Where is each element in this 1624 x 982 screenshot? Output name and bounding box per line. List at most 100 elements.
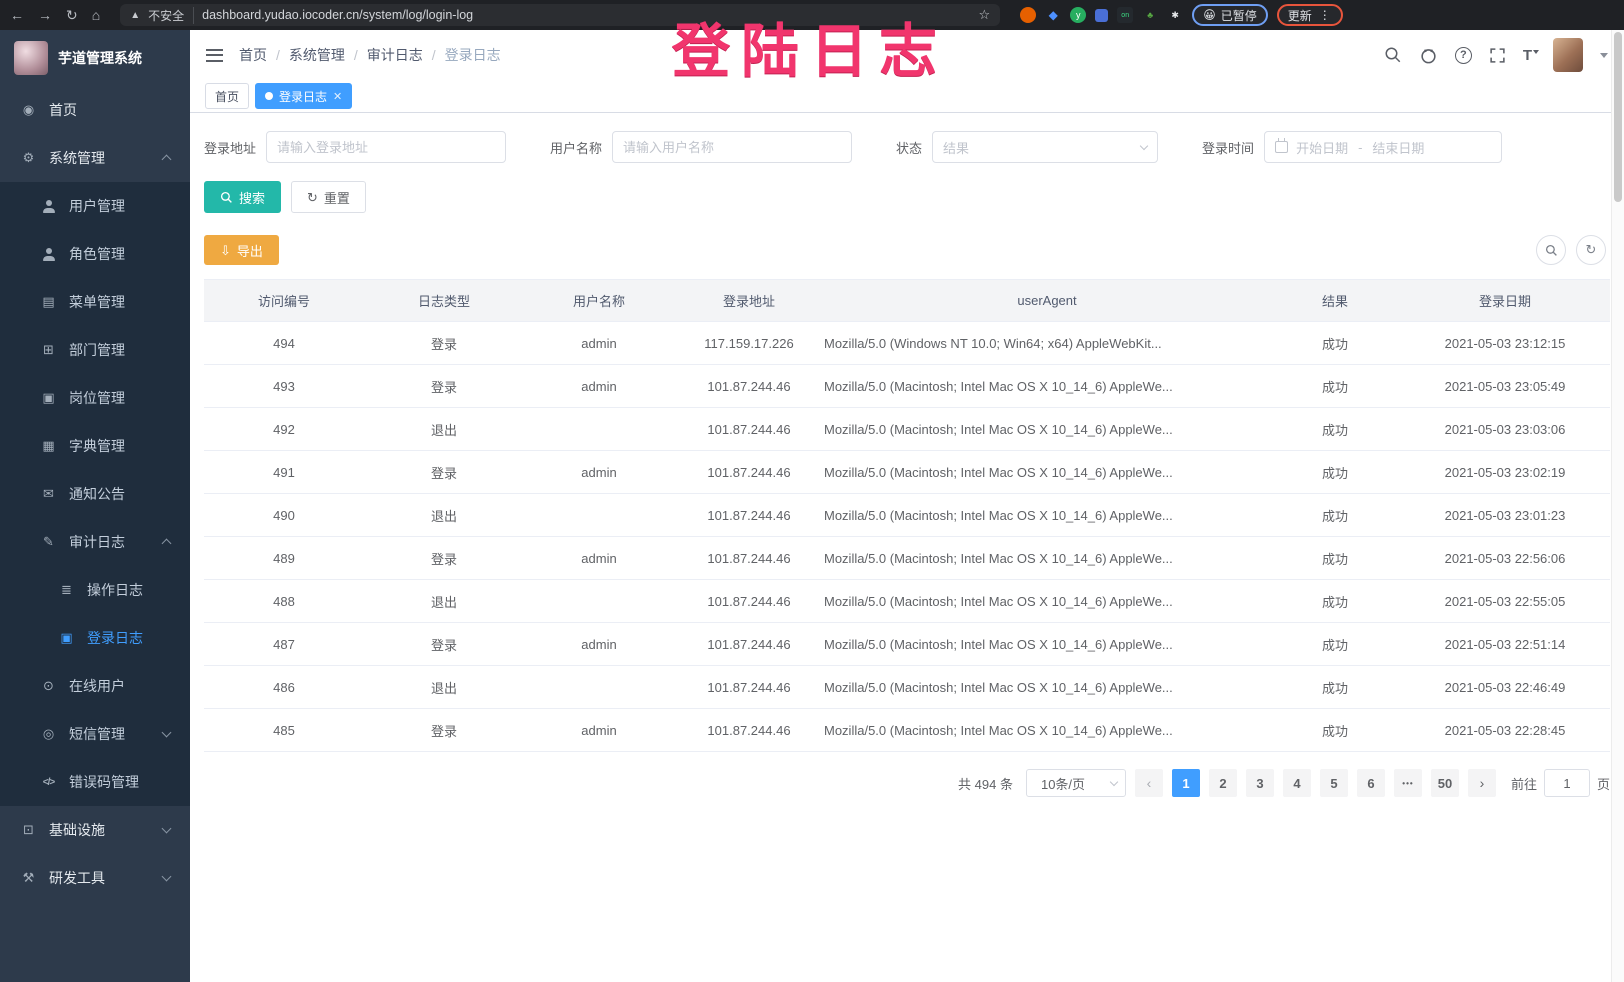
sidebar-item-audit-log[interactable]: ✎ 审计日志 [0, 518, 190, 566]
username-input[interactable] [623, 139, 842, 155]
sidebar-item-users[interactable]: 用户管理 [0, 182, 190, 230]
toggle-search-icon[interactable] [1536, 235, 1566, 265]
extension-icon[interactable]: ✱ [1171, 9, 1179, 20]
next-page-button[interactable]: › [1467, 769, 1496, 797]
sidebar-collapse-icon[interactable] [206, 48, 223, 62]
sidebar-item-posts[interactable]: ▣ 岗位管理 [0, 374, 190, 422]
sidebar-item-menus[interactable]: ▤ 菜单管理 [0, 278, 190, 326]
user-avatar[interactable] [1553, 38, 1583, 72]
breadcrumb-item[interactable]: 审计日志 [366, 47, 423, 63]
more-pages-button[interactable]: ••• [1393, 769, 1422, 797]
extension-icon[interactable]: y [1070, 7, 1087, 23]
export-button[interactable]: ⇩ 导出 [204, 235, 279, 265]
sidebar-item-label: 用户管理 [69, 198, 125, 214]
sidebar-item-dict[interactable]: ▦ 字典管理 [0, 422, 190, 470]
sidebar-item-sms[interactable]: ◎ 短信管理 [0, 710, 190, 758]
cell-result: 成功 [1270, 493, 1400, 537]
cell-ip: 101.87.244.46 [674, 536, 824, 580]
browser-menu-icon[interactable]: ⋮ [1318, 8, 1332, 22]
cell-type: 登录 [364, 536, 524, 580]
calendar-icon [1275, 138, 1289, 153]
page-button-3[interactable]: 3 [1245, 769, 1274, 797]
goto-page-input[interactable] [1543, 769, 1590, 797]
status-select[interactable]: 结果 [932, 131, 1159, 163]
field-label: 状态 [896, 140, 923, 156]
browser-update-button[interactable]: 更新 ⋮ [1276, 4, 1343, 26]
browser-scrollbar[interactable] [1611, 30, 1624, 982]
page-button-2[interactable]: 2 [1208, 769, 1237, 797]
page-button-6[interactable]: 6 [1356, 769, 1385, 797]
page-button-1[interactable]: 1 [1171, 769, 1200, 797]
font-size-icon[interactable]: T [1523, 47, 1540, 64]
extension-icon[interactable]: ♣ [1147, 10, 1154, 20]
sidebar-item-roles[interactable]: 角色管理 [0, 230, 190, 278]
tab-home[interactable]: 首页 [205, 83, 250, 109]
search-icon[interactable] [1384, 46, 1402, 64]
extension-icon[interactable] [1095, 8, 1109, 22]
browser-forward-icon[interactable]: → [38, 7, 52, 23]
breadcrumb-item-current: 登录日志 [444, 47, 501, 63]
sidebar-item-label: 操作日志 [87, 582, 143, 598]
sidebar-item-label: 部门管理 [69, 342, 125, 358]
prev-page-button[interactable]: ‹ [1134, 769, 1163, 797]
browser-back-icon[interactable]: ← [10, 7, 24, 23]
cell-id: 493 [204, 364, 364, 408]
sidebar-item-operation-log[interactable]: ≣ 操作日志 [0, 566, 190, 614]
sms-shield-icon: ◎ [42, 726, 55, 741]
cell-ip: 101.87.244.46 [674, 665, 824, 709]
field-label: 登录时间 [1202, 140, 1255, 156]
login-address-input[interactable] [277, 139, 496, 155]
cell-type: 登录 [364, 321, 524, 365]
cell-ip: 117.159.17.226 [674, 321, 824, 365]
profile-paused-badge[interactable]: 😀 已暂停 [1192, 4, 1268, 26]
column-header-id: 访问编号 [204, 279, 364, 322]
tab-login-log[interactable]: 登录日志 ✕ [255, 83, 353, 109]
scrollbar-thumb[interactable] [1614, 32, 1622, 202]
sidebar-item-infrastructure[interactable]: ⊡ 基础设施 [0, 806, 190, 854]
reset-button[interactable]: ↻ 重置 [291, 181, 366, 213]
cell-date: 2021-05-03 22:56:06 [1400, 536, 1610, 580]
sidebar-item-departments[interactable]: ⊞ 部门管理 [0, 326, 190, 374]
app-logo[interactable]: 芋道管理系统 [0, 30, 190, 86]
page-size-value: 10条/页 [1040, 776, 1086, 792]
extension-icon[interactable]: on [1117, 7, 1134, 23]
cell-date: 2021-05-03 22:28:45 [1400, 708, 1610, 752]
search-button[interactable]: 搜索 [204, 181, 282, 213]
breadcrumb-item[interactable]: 首页 [239, 47, 267, 63]
cell-useragent: Mozilla/5.0 (Windows NT 10.0; Win64; x64… [824, 321, 1270, 365]
refresh-table-icon[interactable]: ↻ [1576, 235, 1606, 265]
page-size-select[interactable]: 10条/页 [1025, 769, 1126, 797]
sidebar-item-notice[interactable]: ✉ 通知公告 [0, 470, 190, 518]
sidebar-item-home[interactable]: ◉ 首页 [0, 86, 190, 134]
breadcrumb-item[interactable]: 系统管理 [288, 47, 345, 63]
annotation-overlay-title: 登陆日志 [672, 19, 949, 84]
page-button-4[interactable]: 4 [1282, 769, 1311, 797]
extension-icon[interactable] [1020, 7, 1037, 23]
select-placeholder: 结果 [943, 140, 970, 156]
page-button-last[interactable]: 50 [1430, 769, 1459, 797]
help-icon[interactable]: ? [1454, 46, 1472, 64]
browser-reload-icon[interactable]: ↻ [66, 7, 78, 23]
top-navbar: 首页 / 系统管理 / 审计日志 / 登录日志 ? T [190, 30, 1624, 80]
sidebar-item-error-codes[interactable]: </> 错误码管理 [0, 758, 190, 806]
github-icon[interactable] [1419, 46, 1438, 65]
sidebar-item-dev-tools[interactable]: ⚒ 研发工具 [0, 854, 190, 902]
page-button-5[interactable]: 5 [1319, 769, 1348, 797]
address-bar[interactable]: ▲ 不安全 dashboard.yudao.iocoder.cn/system/… [120, 4, 1001, 26]
sidebar-item-online-users[interactable]: ⊙ 在线用户 [0, 662, 190, 710]
fullscreen-icon[interactable] [1489, 47, 1506, 64]
page-unit-label: 页 [1596, 776, 1610, 792]
bookmark-star-icon[interactable]: ☆ [978, 7, 991, 22]
avatar-caret-icon[interactable] [1600, 52, 1608, 58]
url-text[interactable]: dashboard.yudao.iocoder.cn/system/log/lo… [202, 8, 474, 22]
cell-type: 登录 [364, 450, 524, 494]
close-icon[interactable]: ✕ [333, 90, 343, 103]
cell-type: 退出 [364, 665, 524, 709]
date-range-picker[interactable]: 开始日期 - 结束日期 [1264, 131, 1503, 163]
extension-icon[interactable]: ◆ [1048, 8, 1058, 22]
sidebar-item-login-log[interactable]: ▣ 登录日志 [0, 614, 190, 662]
sidebar-item-label: 错误码管理 [69, 774, 139, 790]
browser-home-icon[interactable]: ⌂ [91, 7, 101, 23]
page-jumper: 前往 页 [1511, 769, 1610, 797]
sidebar-item-system[interactable]: ⚙ 系统管理 [0, 134, 190, 182]
